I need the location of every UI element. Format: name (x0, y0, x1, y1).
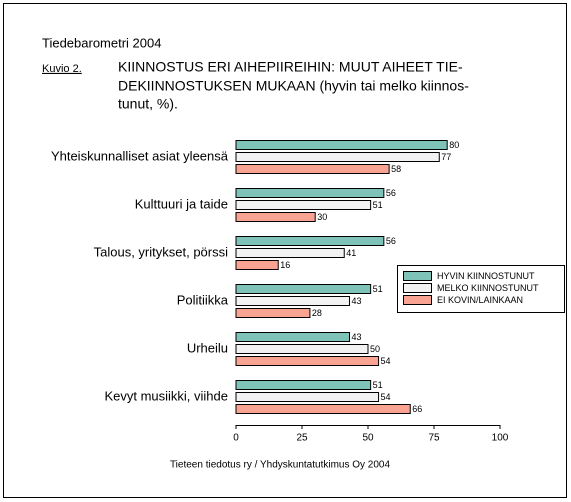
x-tick-label: 100 (492, 433, 509, 444)
chart-title: KIINNOSTUS ERI AIHEPIIREIHIN: MUUT AIHEE… (118, 59, 463, 75)
bar (235, 308, 311, 318)
bar (235, 284, 372, 294)
chart-title: tunut, %). (118, 96, 178, 112)
bar (235, 164, 390, 174)
subtitle: Tiedebarometri 2004 (42, 35, 161, 50)
legend-label: HYVIN KIINNOSTUNUT (437, 271, 535, 281)
bar (235, 392, 380, 402)
value-label: 54 (381, 392, 391, 402)
bar (235, 332, 351, 342)
x-tick-label: 75 (428, 433, 440, 444)
value-label: 77 (441, 152, 451, 162)
chart-title: DEKIINNOSTUKSEN MUKAAN (hyvin tai melko … (118, 78, 469, 94)
legend-label: EI KOVIN/LAINKAAN (437, 295, 523, 305)
value-label: 80 (449, 140, 459, 150)
category-label: Urheilu (187, 340, 228, 355)
value-label: 41 (346, 248, 356, 258)
bar (235, 188, 385, 198)
value-label: 54 (381, 356, 391, 366)
legend-swatch (403, 295, 432, 305)
value-label: 66 (412, 404, 422, 414)
bar (235, 152, 440, 162)
value-label: 43 (352, 296, 362, 306)
category-label: Yhteiskunnalliset asiat yleensä (51, 148, 229, 163)
category-label: Kevyt musiikki, viihde (104, 388, 228, 403)
category-label: Politiikka (177, 292, 229, 307)
bar (235, 296, 351, 306)
value-label: 51 (373, 380, 383, 390)
legend-swatch (403, 283, 432, 293)
frame (3, 3, 567, 498)
value-label: 50 (370, 344, 380, 354)
value-label: 56 (386, 188, 396, 198)
figure-label: Kuvio 2. (42, 63, 82, 75)
category-label: Talous, yritykset, pörssi (94, 244, 228, 259)
bar (235, 248, 345, 258)
x-tick-label: 0 (233, 433, 239, 444)
x-tick-label: 25 (296, 433, 308, 444)
legend-label: MELKO KIINNOSTUNUT (437, 283, 539, 293)
bar (235, 236, 385, 246)
bar (235, 140, 448, 150)
bar (235, 212, 316, 222)
x-tick-label: 50 (362, 433, 374, 444)
category-label: Kulttuuri ja taide (135, 196, 228, 211)
value-label: 28 (312, 308, 322, 318)
source: Tieteen tiedotus ry / Yhdyskuntatutkimus… (170, 460, 391, 471)
value-label: 30 (317, 212, 327, 222)
value-label: 16 (280, 260, 290, 270)
value-label: 43 (352, 332, 362, 342)
value-label: 56 (386, 236, 396, 246)
bar (235, 344, 369, 354)
bar (235, 260, 279, 270)
value-label: 51 (373, 284, 383, 294)
bar (235, 404, 411, 414)
bar (235, 356, 380, 366)
bar (235, 200, 372, 210)
value-label: 51 (373, 200, 383, 210)
legend-swatch (403, 271, 432, 281)
bar (235, 380, 372, 390)
value-label: 58 (391, 164, 401, 174)
